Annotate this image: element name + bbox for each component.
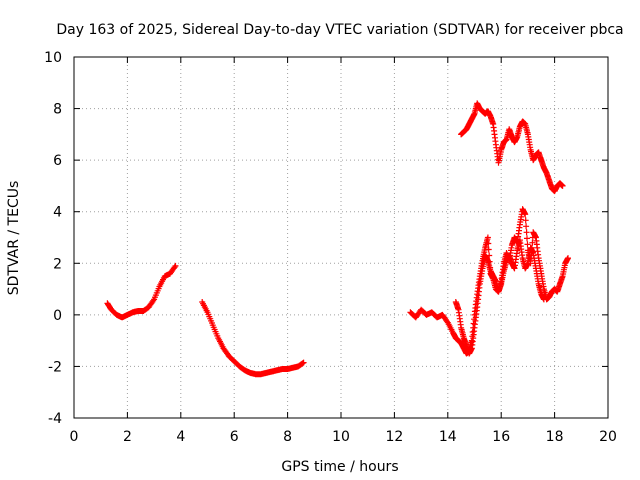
x-tick-label: 0 (70, 429, 79, 445)
y-tick-label: -2 (48, 359, 62, 375)
chart-title: Day 163 of 2025, Sidereal Day-to-day VTE… (56, 22, 623, 38)
x-axis-label: GPS time / hours (281, 459, 398, 475)
x-tick-label: 8 (283, 429, 292, 445)
x-tick-label: 4 (176, 429, 185, 445)
data-point-markers (458, 100, 566, 195)
x-tick-label: 12 (385, 429, 403, 445)
y-axis-label: SDTVAR / TECUs (6, 181, 22, 296)
y-tick-label: 10 (44, 50, 62, 66)
x-tick-label: 20 (599, 429, 617, 445)
data-point-markers (104, 262, 179, 321)
series-segment-4 (452, 237, 547, 357)
y-tick-label: 2 (53, 256, 62, 272)
x-tick-label: 14 (439, 429, 457, 445)
x-tick-label: 10 (332, 429, 350, 445)
ticks-layer: 0 2 4 6 8 10 12 14 16 18 20 -4 -2 0 2 4 6 8 10 (44, 50, 617, 445)
data-point-markers (199, 299, 307, 378)
series-segment-1 (104, 262, 179, 321)
x-tick-label: 18 (546, 429, 564, 445)
y-tick-label: 8 (53, 102, 62, 118)
series-segment-5 (458, 100, 566, 195)
y-tick-label: 0 (53, 308, 62, 324)
grid-layer (74, 57, 608, 418)
x-tick-label: 2 (123, 429, 132, 445)
data-point-markers (452, 237, 547, 357)
y-tick-label: 4 (53, 205, 62, 221)
series-segment-2 (199, 299, 307, 378)
y-tick-label: 6 (53, 153, 62, 169)
x-tick-label: 6 (230, 429, 239, 445)
data-points (104, 100, 571, 378)
x-tick-label: 16 (492, 429, 510, 445)
y-tick-label: -4 (48, 411, 62, 427)
